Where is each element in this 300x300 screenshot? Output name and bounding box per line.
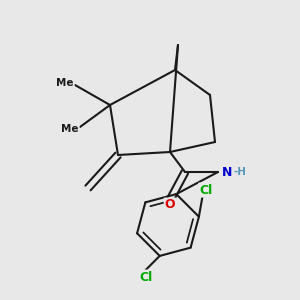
Text: N: N — [222, 166, 232, 178]
Text: Cl: Cl — [199, 184, 212, 196]
Text: Me: Me — [56, 78, 74, 88]
Text: -H: -H — [234, 167, 247, 177]
Text: Cl: Cl — [139, 271, 152, 284]
Text: Me: Me — [61, 124, 79, 134]
Text: O: O — [165, 199, 175, 212]
